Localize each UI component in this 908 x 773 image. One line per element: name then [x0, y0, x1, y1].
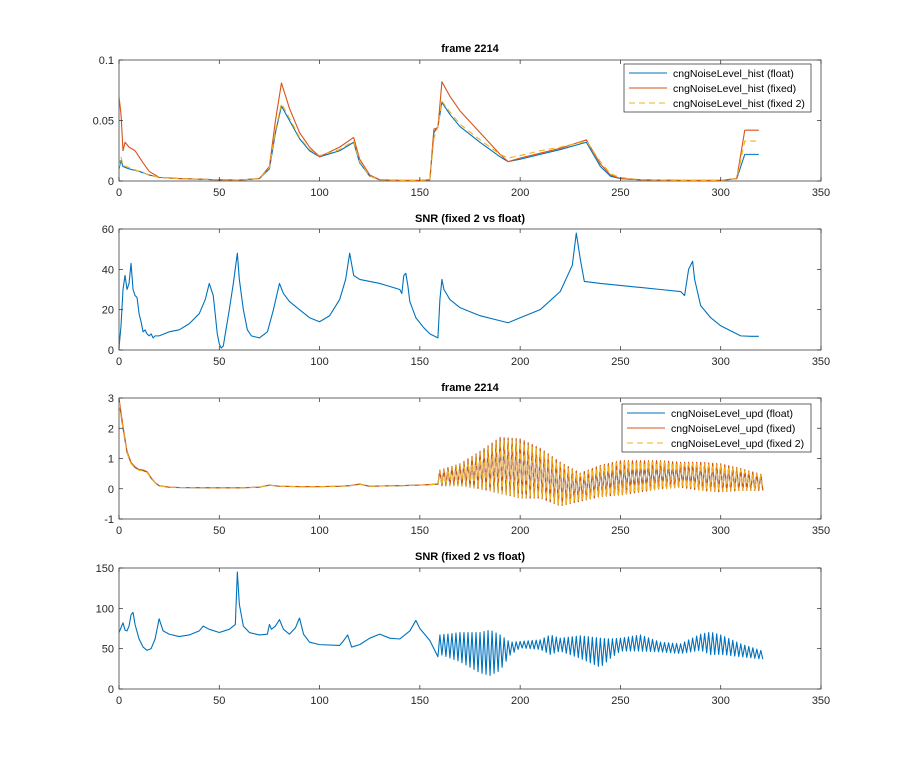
x-tick-label: 150	[411, 525, 429, 537]
subplot-1-legend: cngNoiseLevel_hist (float) cngNoiseLevel…	[623, 63, 812, 113]
subplot-3-series-3-line	[119, 402, 764, 506]
y-tick-label: 0	[108, 345, 114, 357]
subplot-4-series-1-line	[119, 571, 764, 676]
x-tick-label: 50	[213, 695, 225, 707]
y-tick-label: 60	[102, 224, 114, 236]
x-tick-label: 250	[611, 525, 629, 537]
x-tick-label: 100	[310, 525, 328, 537]
x-tick-label: 350	[812, 525, 830, 537]
y-tick-label: 0	[108, 176, 114, 188]
x-tick-label: 350	[812, 187, 830, 199]
x-tick-label: 0	[116, 187, 122, 199]
subplot-1-series-3-line	[119, 100, 759, 181]
x-tick-label: 100	[310, 695, 328, 707]
x-tick-label: 0	[116, 525, 122, 537]
subplot-4: SNR (fixed 2 vs float) 0 50 100 150 200 250 30…	[96, 551, 831, 707]
y-tick-label: 0.1	[99, 55, 114, 67]
x-tick-label: 50	[213, 525, 225, 537]
legend-label-hist-float: cngNoiseLevel_hist (float)	[673, 68, 794, 80]
subplot-1: frame 2214 0 50 100 150 200 250 300 350 0 0.05 0.1…	[93, 43, 831, 199]
subplot-2: SNR (fixed 2 vs float) 0 50 100 150 200 250 30…	[102, 213, 830, 368]
subplot-2-title: SNR (fixed 2 vs float)	[415, 213, 525, 225]
x-tick-label: 250	[611, 695, 629, 707]
subplot-3-title: frame 2214	[441, 382, 499, 394]
x-tick-label: 300	[712, 695, 730, 707]
x-tick-label: 50	[213, 187, 225, 199]
subplot-2-series-1-line	[119, 232, 759, 349]
y-tick-label: 0	[108, 684, 114, 696]
x-tick-label: 300	[712, 187, 730, 199]
subplot-3-legend: cngNoiseLevel_upd (float) cngNoiseLevel_…	[621, 403, 812, 453]
legend-label-hist-fixed2: cngNoiseLevel_hist (fixed 2)	[673, 98, 805, 110]
x-tick-label: 350	[812, 695, 830, 707]
x-tick-label: 250	[611, 187, 629, 199]
x-tick-label: 200	[511, 187, 529, 199]
x-tick-label: 100	[310, 356, 328, 368]
x-tick-label: 50	[213, 356, 225, 368]
y-tick-label: 1	[108, 454, 114, 466]
y-tick-label: 0	[108, 484, 114, 496]
x-tick-label: 350	[812, 356, 830, 368]
x-tick-label: 150	[411, 187, 429, 199]
subplot-4-title: SNR (fixed 2 vs float)	[415, 551, 525, 563]
y-tick-label: 20	[102, 305, 114, 317]
y-tick-label: 50	[102, 644, 114, 656]
y-tick-label: 2	[108, 423, 114, 435]
y-tick-label: 3	[108, 393, 114, 405]
legend-label-upd-fixed: cngNoiseLevel_upd (fixed)	[671, 423, 795, 435]
subplot-1-title: frame 2214	[441, 43, 499, 55]
subplot-2-axes	[118, 228, 822, 351]
y-tick-label: 40	[102, 264, 114, 276]
x-tick-label: 100	[310, 187, 328, 199]
x-tick-label: 300	[712, 525, 730, 537]
y-tick-label: 150	[96, 563, 114, 575]
legend-label-upd-float: cngNoiseLevel_upd (float)	[671, 408, 793, 420]
x-tick-label: 0	[116, 695, 122, 707]
x-tick-label: 300	[712, 356, 730, 368]
x-tick-label: 0	[116, 356, 122, 368]
legend-label-upd-fixed2: cngNoiseLevel_upd (fixed 2)	[671, 438, 804, 450]
x-tick-label: 150	[411, 695, 429, 707]
subplot-1-series-2-line	[119, 81, 759, 181]
x-tick-label: 200	[511, 525, 529, 537]
x-tick-label: 200	[511, 356, 529, 368]
y-tick-label: 100	[96, 603, 114, 615]
subplot-4-axes	[118, 567, 822, 690]
x-tick-label: 150	[411, 356, 429, 368]
x-tick-label: 250	[611, 356, 629, 368]
x-tick-label: 200	[511, 695, 529, 707]
y-tick-label: 0.05	[93, 116, 114, 128]
legend-label-hist-fixed: cngNoiseLevel_hist (fixed)	[673, 83, 796, 95]
y-tick-label: -1	[104, 514, 114, 526]
